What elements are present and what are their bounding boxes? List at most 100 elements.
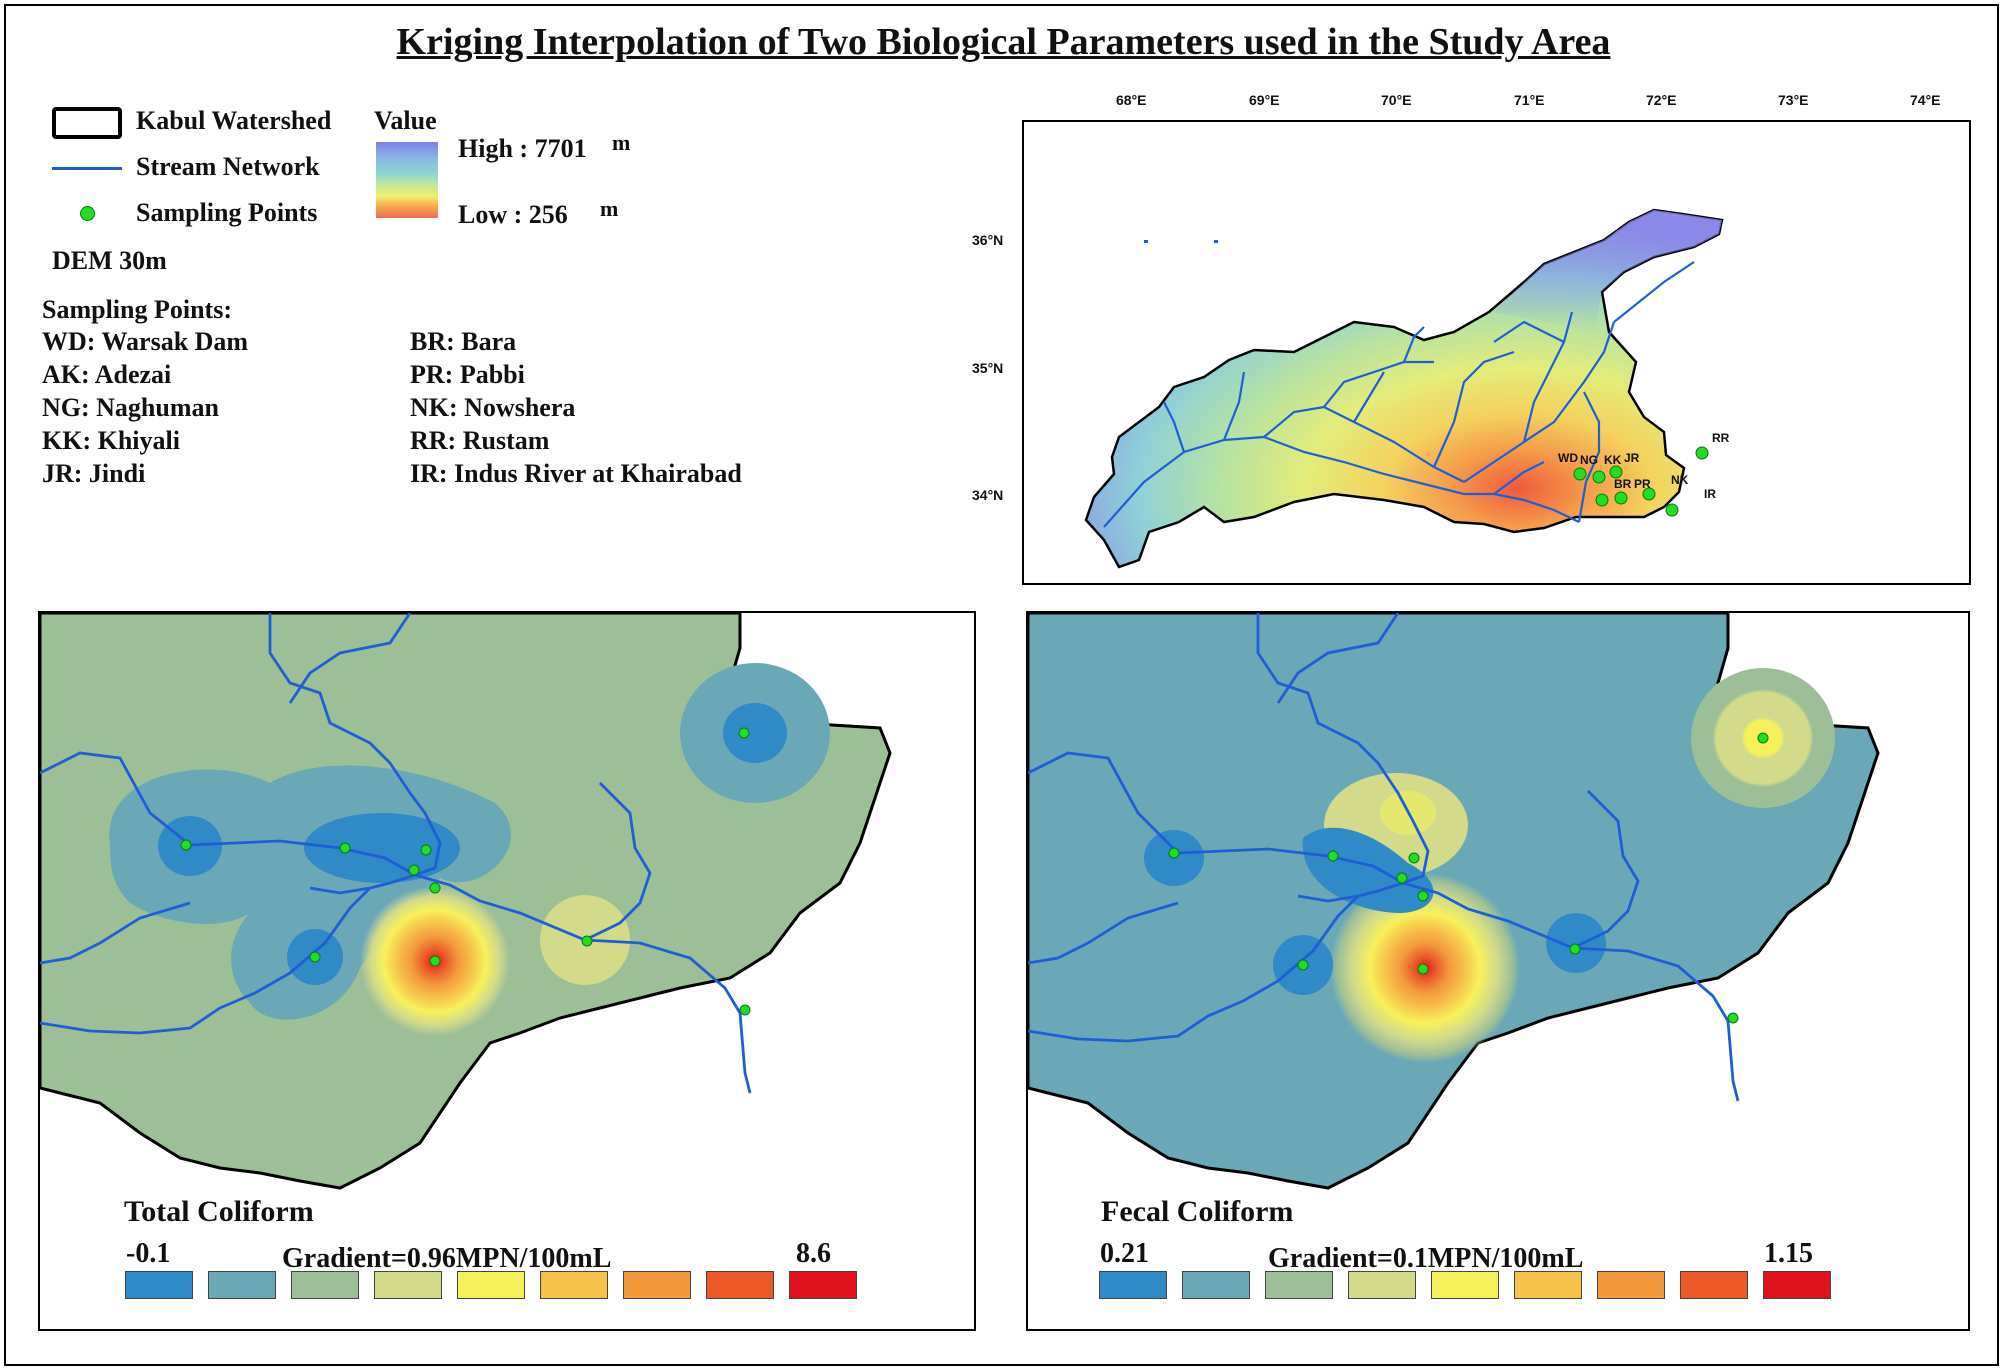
fecal-coliform-svg bbox=[1028, 613, 1880, 1190]
point-label: NK bbox=[1671, 473, 1689, 487]
fecal-coliform-streams bbox=[1028, 613, 1740, 1102]
map-frame bbox=[4, 4, 1999, 1366]
sampling-point-icon bbox=[339, 842, 351, 854]
sampling-point-icon bbox=[1695, 446, 1709, 460]
sampling-point-icon bbox=[180, 839, 192, 851]
sampling-point-icon bbox=[1569, 943, 1581, 955]
sampling-item: RR: Rustam bbox=[410, 426, 550, 455]
point-label: BR bbox=[1614, 477, 1632, 491]
total-coliform-points bbox=[180, 727, 751, 1016]
contour-zone bbox=[1546, 913, 1606, 973]
sampling-point-legend-icon bbox=[80, 206, 95, 221]
lat-tick: 35°N bbox=[972, 360, 1004, 376]
lake-marker bbox=[1144, 240, 1148, 243]
sampling-point-icon bbox=[1327, 850, 1339, 862]
overview-sampling-points bbox=[1573, 446, 1709, 517]
sampling-point-icon bbox=[1168, 847, 1180, 859]
lon-tick: 70°E bbox=[1381, 92, 1412, 108]
sampling-item: NG: Naghuman bbox=[42, 393, 219, 422]
sampling-point-icon bbox=[408, 864, 420, 876]
ramp-swatch bbox=[1099, 1271, 1167, 1299]
elevation-low-unit: m bbox=[600, 196, 619, 221]
sampling-point-icon bbox=[1665, 503, 1679, 517]
sampling-point-icon bbox=[1614, 491, 1628, 505]
sampling-legend-label: Sampling Points bbox=[136, 198, 318, 227]
sampling-point-icon bbox=[309, 951, 321, 963]
total-coliform-gradient: Gradient=0.96MPN/100mL bbox=[282, 1243, 612, 1274]
contour-zone bbox=[723, 703, 787, 763]
ramp-swatch bbox=[1431, 1271, 1499, 1299]
sampling-item: WD: Warsak Dam bbox=[42, 327, 249, 356]
contour-zone bbox=[304, 813, 460, 883]
point-label: WD bbox=[1558, 451, 1578, 465]
sampling-item: IR: Indus River at Khairabad bbox=[410, 459, 742, 488]
elevation-color-ramp bbox=[376, 142, 438, 218]
lon-tick: 73°E bbox=[1778, 92, 1809, 108]
ramp-swatch bbox=[623, 1271, 691, 1299]
lon-tick: 72°E bbox=[1646, 92, 1677, 108]
lat-tick: 36°N bbox=[972, 232, 1004, 248]
sampling-item: BR: Bara bbox=[410, 327, 517, 356]
overview-point-labels: WD NG KK JR BR PR NK RR IR bbox=[1558, 431, 1730, 501]
sampling-item: PR: Pabbi bbox=[410, 360, 525, 389]
total-coliform-svg bbox=[40, 613, 892, 1190]
elevation-high-unit: m bbox=[612, 130, 631, 155]
high-elevation-zone bbox=[1494, 210, 1722, 332]
sampling-point-icon bbox=[738, 727, 750, 739]
ramp-swatch bbox=[1597, 1271, 1665, 1299]
ramp-swatch bbox=[1265, 1271, 1333, 1299]
ramp-swatch bbox=[291, 1271, 359, 1299]
sampling-point-icon bbox=[1408, 852, 1420, 864]
watershed-legend-symbol bbox=[52, 107, 122, 139]
point-label: PR bbox=[1634, 477, 1651, 491]
fecal-coliform-max: 1.15 bbox=[1764, 1238, 1813, 1269]
ramp-swatch bbox=[208, 1271, 276, 1299]
lat-tick: 34°N bbox=[972, 487, 1004, 503]
dem-label: DEM 30m bbox=[52, 246, 167, 275]
elevation-low-label: Low : 256 bbox=[458, 200, 568, 229]
lon-tick: 74°E bbox=[1910, 92, 1941, 108]
point-label: KK bbox=[1604, 453, 1622, 467]
stream-legend-symbol bbox=[52, 167, 122, 170]
sampling-point-icon bbox=[429, 882, 441, 894]
sampling-point-icon bbox=[1595, 493, 1609, 507]
sampling-point-icon bbox=[1396, 872, 1408, 884]
watershed-legend-label: Kabul Watershed bbox=[136, 106, 332, 135]
sampling-list-header: Sampling Points: bbox=[42, 295, 232, 324]
sampling-point-icon bbox=[1573, 467, 1587, 481]
page-title: Kriging Interpolation of Two Biological … bbox=[396, 21, 1611, 63]
lon-tick: 71°E bbox=[1514, 92, 1545, 108]
sampling-point-icon bbox=[1417, 963, 1429, 975]
ramp-swatch bbox=[457, 1271, 525, 1299]
sampling-point-icon bbox=[1757, 732, 1769, 744]
sampling-point-icon bbox=[1417, 890, 1429, 902]
ramp-swatch bbox=[1182, 1271, 1250, 1299]
total-coliform-min: -0.1 bbox=[126, 1238, 171, 1269]
total-coliform-streams bbox=[40, 613, 752, 1094]
ramp-swatch bbox=[540, 1271, 608, 1299]
lon-tick: 68°E bbox=[1116, 92, 1147, 108]
sampling-point-icon bbox=[1727, 1012, 1739, 1024]
total-coliform-max: 8.6 bbox=[796, 1238, 831, 1269]
fecal-coliform-gradient: Gradient=0.1MPN/100mL bbox=[1268, 1243, 1584, 1274]
fecal-coliform-map: Fecal Coliform 0.21 Gradient=0.1MPN/100m… bbox=[1026, 611, 1970, 1331]
ramp-swatch bbox=[1680, 1271, 1748, 1299]
sampling-point-icon bbox=[1642, 487, 1656, 501]
sampling-point-icon bbox=[739, 1004, 751, 1016]
overview-map-svg: WD NG KK JR BR PR NK RR IR bbox=[1084, 208, 1730, 569]
fecal-coliform-title: Fecal Coliform bbox=[1101, 1195, 1294, 1228]
ramp-swatch bbox=[1763, 1271, 1831, 1299]
ramp-swatch bbox=[789, 1271, 857, 1299]
sampling-point-icon bbox=[420, 844, 432, 856]
point-label: NG bbox=[1580, 453, 1598, 467]
overview-map: WD NG KK JR BR PR NK RR IR bbox=[1022, 120, 1971, 585]
fecal-coliform-points bbox=[1168, 732, 1769, 1024]
point-label: RR bbox=[1712, 431, 1730, 445]
sampling-point-icon bbox=[581, 935, 593, 947]
sampling-item: NK: Nowshera bbox=[410, 393, 576, 422]
lake-marker bbox=[1214, 240, 1218, 243]
ramp-swatch bbox=[1348, 1271, 1416, 1299]
overview-stream-network bbox=[1103, 261, 1695, 528]
stream-legend-label: Stream Network bbox=[136, 152, 320, 181]
point-label: JR bbox=[1624, 451, 1640, 465]
